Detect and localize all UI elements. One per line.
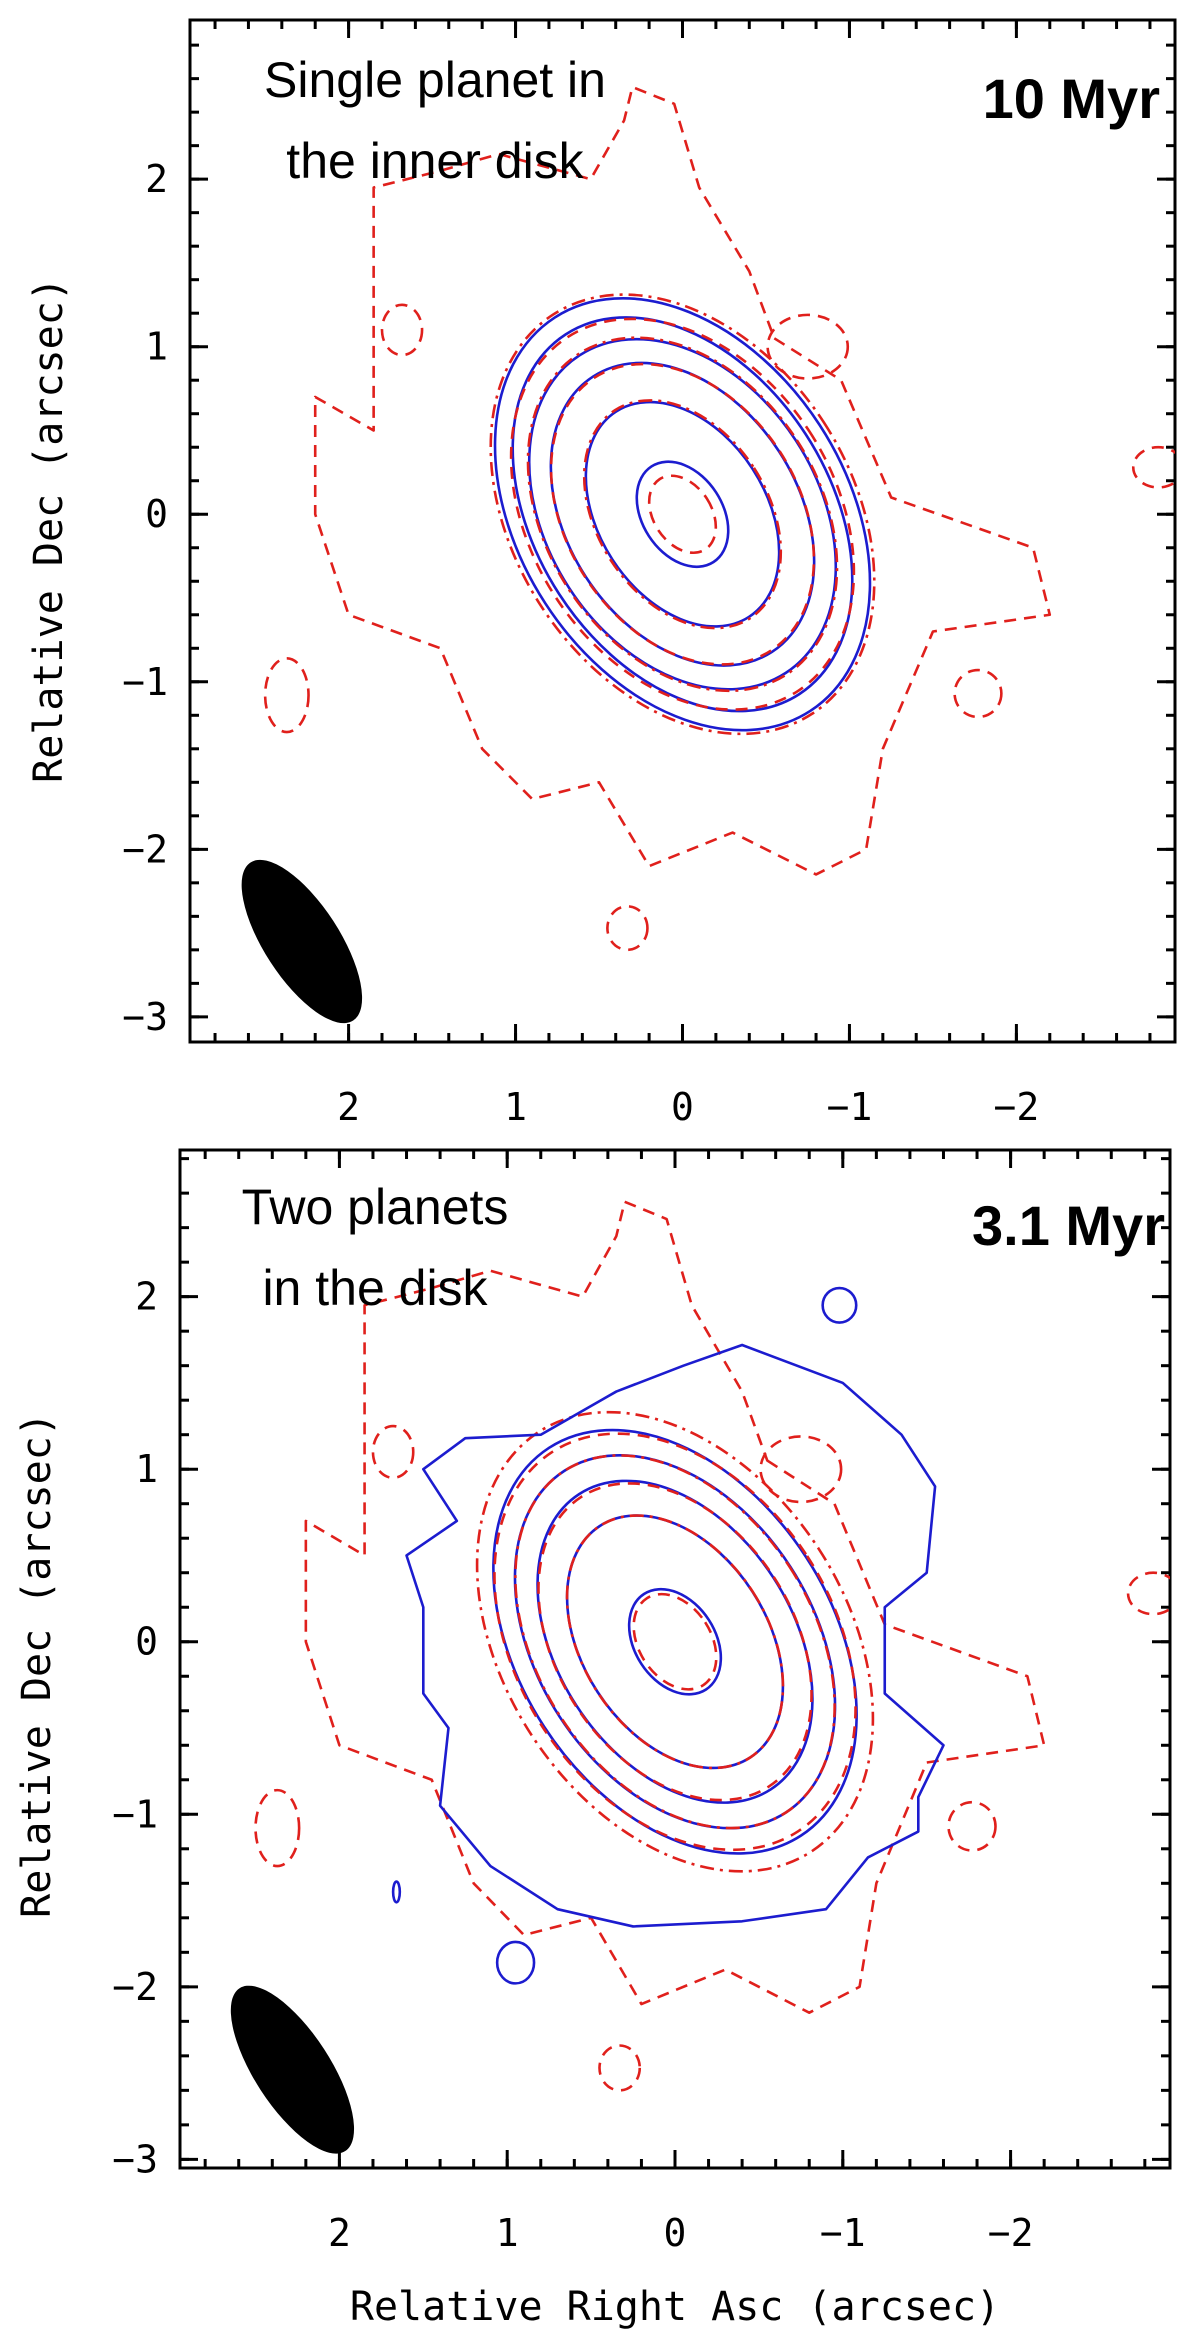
panel-bottom-model-contour-4 [492, 1428, 858, 1855]
panel-top-observed-island-2 [263, 657, 310, 734]
panel-bottom-y-tick-label-5: −3 [112, 2137, 158, 2181]
panel-bottom-model-island-0 [821, 1286, 858, 1324]
panel-top-y-tick-label-3: −1 [122, 660, 168, 704]
panel-bottom-observed-island-2 [254, 1788, 301, 1868]
panel-top-y-tick-label-4: −2 [122, 827, 168, 871]
panel-top-y-tick-label-2: 0 [145, 492, 168, 536]
panel-bottom-contour-layer [230, 1200, 1170, 2154]
panel-top-beam [241, 859, 363, 1024]
x-axis-title: Relative Right Asc (arcsec) [350, 2284, 1000, 2330]
panel-top-label-line1: Single planet in [264, 52, 606, 108]
panel-bottom-label-line2: in the disk [262, 1260, 488, 1316]
panel-top-model-contour-4 [511, 316, 854, 713]
panel-bottom: 2 1 0 −1 −2 2 1 0 −1 −2 −3 Two planets in the disk… [14, 1148, 1172, 2330]
panel-top-model-contour-3 [527, 337, 838, 691]
panel-top-y-tick-label-0: 2 [145, 157, 168, 201]
panel-bottom-observed-island-5 [1126, 1571, 1170, 1616]
panel-bottom-beam [230, 1985, 355, 2154]
panel-bottom-y-tick-label-2: 0 [135, 1620, 158, 1664]
panel-top-y-tick-label-1: 1 [145, 325, 168, 369]
panel-top: 2 1 0 −1 −2 2 1 0 −1 −2 −3 Single planet in the in… [26, 18, 1177, 1129]
panel-top-observed-island-0 [380, 303, 424, 357]
panel-top-ticks: 2 1 0 −1 −2 2 1 0 −1 −2 −3 [122, 20, 1175, 1129]
panel-top-x-tick-label-4: −2 [994, 1085, 1040, 1129]
panel-bottom-model-island-2 [391, 1880, 402, 1904]
panel-bottom-x-tick-label-1: 1 [496, 2211, 519, 2255]
panel-top-model-contour-0 [635, 460, 730, 569]
panel-top-observed-contour-2 [549, 362, 816, 666]
panel-top-age-label: 10 Myr [983, 67, 1160, 130]
panel-bottom-observed-contour-2 [537, 1482, 813, 1802]
panel-top-y-tick-label-5: −3 [122, 995, 168, 1039]
panel-top-observed-outer-contour [313, 85, 1052, 876]
panel-top-observed-contour-1 [582, 399, 783, 630]
panel-bottom-model-outer-contour [405, 1343, 945, 1928]
panel-top-observed-contour-5 [489, 293, 876, 736]
panel-top-label-line2: the inner disk [286, 133, 584, 189]
panel-bottom-observed-island-1 [759, 1435, 843, 1504]
panel-bottom-observed-island-0 [371, 1424, 415, 1480]
panel-top-x-tick-label-2: 0 [671, 1085, 694, 1129]
panel-bottom-y-tick-label-0: 2 [135, 1275, 158, 1319]
panel-top-observed-island-4 [606, 904, 649, 952]
panel-bottom-observed-contour-4 [493, 1432, 857, 1852]
panel-bottom-x-tick-label-2: 0 [664, 2211, 687, 2255]
panel-top-observed-contour-3 [526, 336, 839, 693]
panel-bottom-y-tick-label-4: −2 [112, 1965, 158, 2009]
panel-bottom-ticks: 2 1 0 −1 −2 2 1 0 −1 −2 −3 [112, 1150, 1170, 2255]
panel-bottom-model-contour-3 [513, 1453, 837, 1830]
panel-bottom-observed-contour-3 [514, 1454, 836, 1830]
panel-bottom-label-line1: Two planets [242, 1179, 509, 1235]
panel-bottom-x-tick-label-4: −2 [988, 2211, 1034, 2255]
panel-bottom-model-contour-0 [627, 1587, 723, 1696]
panel-top-observed-island-3 [953, 668, 1003, 719]
panel-top-observed-contour-0 [647, 474, 718, 555]
panel-bottom-observed-contour-5 [475, 1410, 875, 1873]
panel-top-x-tick-label-3: −1 [827, 1085, 873, 1129]
panel-bottom-observed-outer-contour [304, 1200, 1046, 2015]
panel-bottom-observed-contour-1 [565, 1514, 785, 1770]
panel-top-x-tick-label-0: 2 [337, 1085, 360, 1129]
panel-top-contours [241, 85, 1175, 1024]
panel-bottom-y-tick-label-3: −1 [112, 1792, 158, 1836]
panel-bottom-age-label: 3.1 Myr [972, 1194, 1165, 1257]
panel-top-observed-island-5 [1131, 445, 1175, 489]
panel-top-contour-layer [241, 85, 1175, 1024]
panel-top-x-tick-label-1: 1 [504, 1085, 527, 1129]
panel-bottom-y-axis-title: Relative Dec (arcsec) [14, 1412, 60, 1918]
panel-top-model-contour-5 [493, 296, 872, 732]
panel-bottom-observed-island-4 [598, 2044, 642, 2092]
panel-bottom-model-island-1 [495, 1940, 536, 1985]
panel-top-model-contour-1 [584, 400, 781, 628]
panel-top-y-axis-title: Relative Dec (arcsec) [26, 277, 72, 783]
panel-top-observed-island-1 [766, 313, 850, 380]
panel-bottom-contours [230, 1200, 1170, 2154]
panel-bottom-y-tick-label-1: 1 [135, 1447, 158, 1491]
panel-bottom-x-tick-label-0: 2 [328, 2211, 351, 2255]
panel-top-model-contour-2 [549, 361, 816, 667]
panel-bottom-observed-contour-0 [632, 1592, 718, 1691]
panel-bottom-observed-island-3 [947, 1800, 997, 1852]
panel-top-observed-contour-4 [509, 317, 856, 711]
panel-bottom-x-tick-label-3: −1 [820, 2211, 866, 2255]
